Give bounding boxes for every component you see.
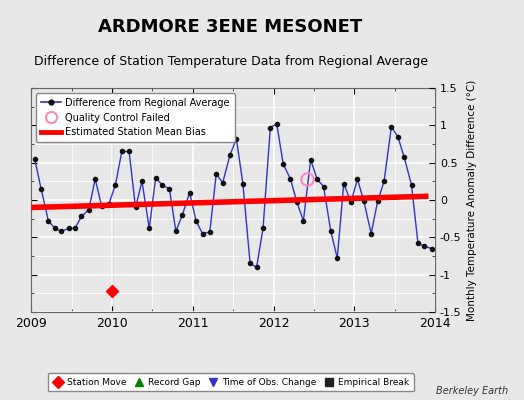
Y-axis label: Monthly Temperature Anomaly Difference (°C): Monthly Temperature Anomaly Difference (… xyxy=(467,79,477,321)
Legend: Difference from Regional Average, Quality Control Failed, Estimated Station Mean: Difference from Regional Average, Qualit… xyxy=(36,93,235,142)
Text: Difference of Station Temperature Data from Regional Average: Difference of Station Temperature Data f… xyxy=(34,55,428,68)
Text: Berkeley Earth: Berkeley Earth xyxy=(436,386,508,396)
Legend: Station Move, Record Gap, Time of Obs. Change, Empirical Break: Station Move, Record Gap, Time of Obs. C… xyxy=(48,374,413,392)
Text: ARDMORE 3ENE MESONET: ARDMORE 3ENE MESONET xyxy=(99,18,363,36)
